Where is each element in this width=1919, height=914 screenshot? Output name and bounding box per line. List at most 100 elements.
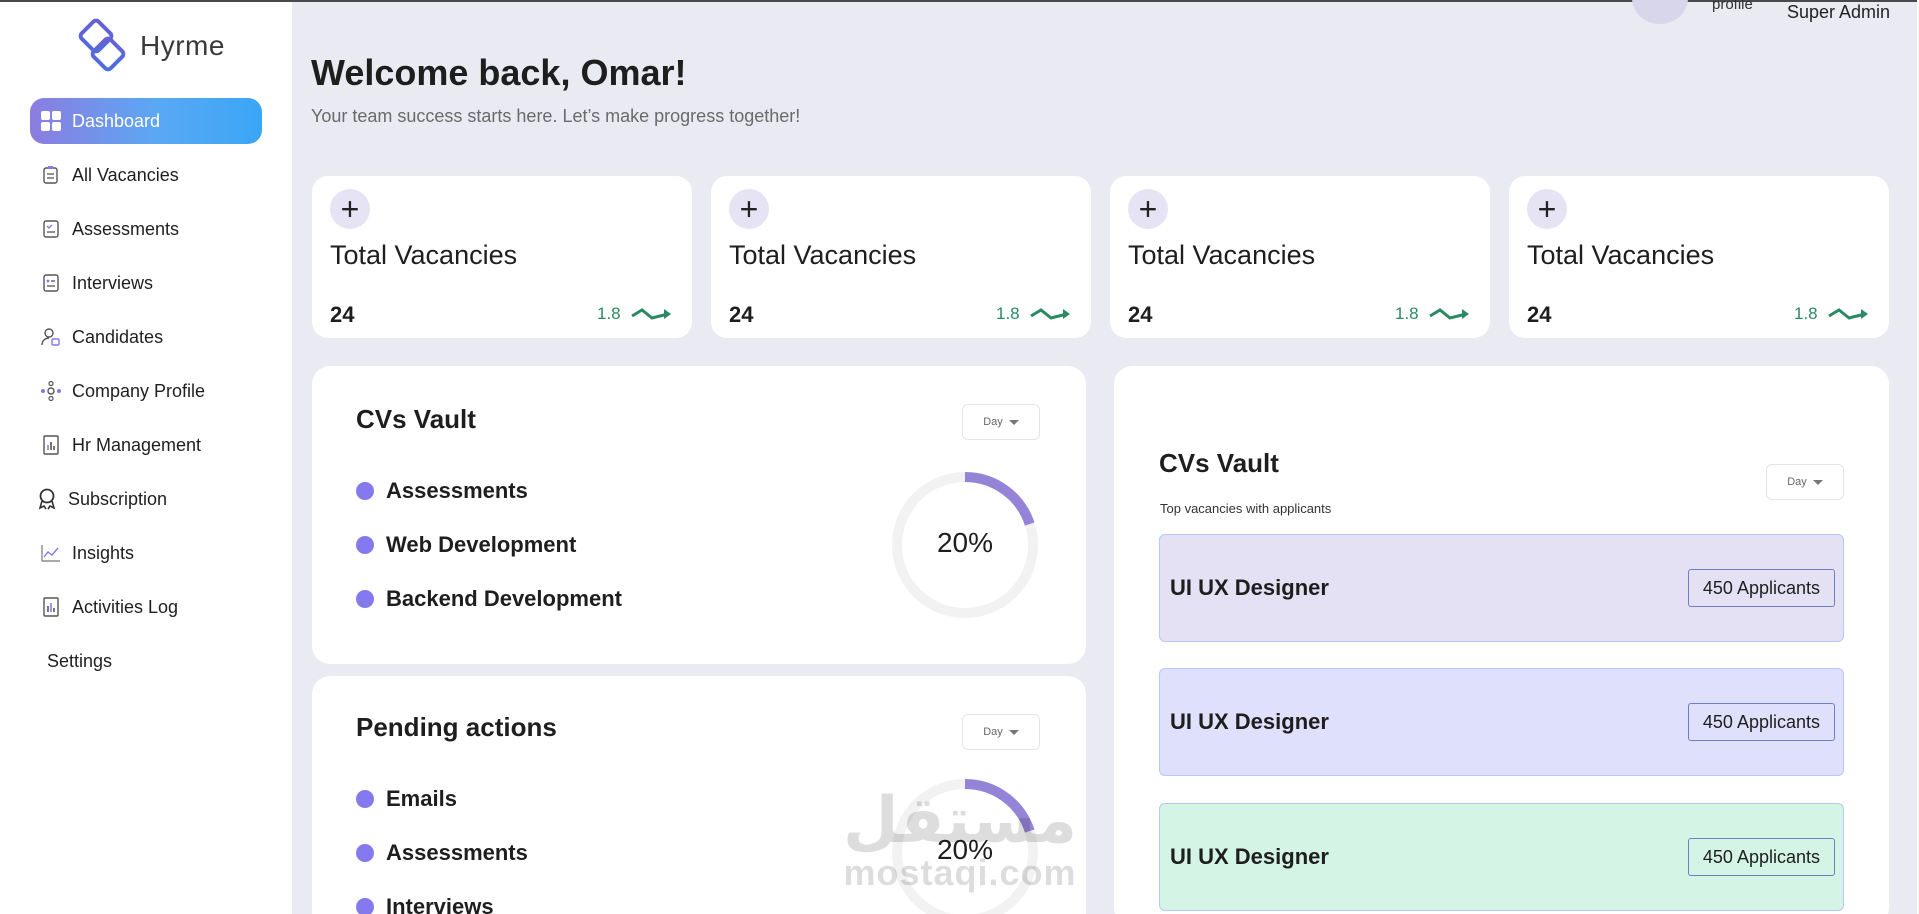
legend-item: Web Development <box>356 532 576 558</box>
period-dropdown[interactable]: Day <box>962 714 1040 750</box>
sidebar-item-label: Candidates <box>72 326 164 347</box>
sidebar-item-dashboard[interactable]: Dashboard <box>30 98 262 144</box>
stat-card[interactable]: + Total Vacancies 24 1.8 <box>312 176 692 338</box>
stat-value: 24 <box>1527 302 1552 327</box>
plus-icon[interactable]: + <box>330 189 370 229</box>
sidebar-item-label: Activities Log <box>72 596 179 617</box>
trend-up-icon <box>631 308 671 320</box>
sidebar-item-assessments[interactable]: Assessments <box>0 206 292 252</box>
trend-up-icon <box>1828 308 1868 320</box>
legend-item: Interviews <box>356 894 494 914</box>
sidebar-item-label: All Vacancies <box>72 164 179 185</box>
sidebar-item-subscription[interactable]: Subscription <box>0 476 292 522</box>
stat-title: Total Vacancies <box>729 240 917 270</box>
period-dropdown[interactable]: Day <box>1766 464 1844 500</box>
sidebar-item-label: Settings <box>47 650 113 671</box>
sidebar-item-all-vacancies[interactable]: All Vacancies <box>0 152 292 198</box>
watermark: مستقل mostaqi.com <box>842 788 1078 894</box>
sidebar-item-interviews[interactable]: Interviews <box>0 260 292 306</box>
vacancy-title: UI UX Designer <box>1170 844 1329 869</box>
sidebar-item-company-profile[interactable]: Company Profile <box>0 368 292 414</box>
caret-down-icon <box>1008 419 1019 425</box>
legend-label: Emails <box>386 786 457 811</box>
top-vacancies-panel: CVs Vault Top vacancies with applicants … <box>1114 366 1889 914</box>
checklist-icon <box>40 218 62 240</box>
user-lock-icon <box>40 326 62 348</box>
stat-card[interactable]: + Total Vacancies 24 1.8 <box>1509 176 1889 338</box>
progress-arc <box>892 779 1038 914</box>
sidebar-item-label: Insights <box>72 542 135 563</box>
legend-label: Backend Development <box>386 586 622 611</box>
brand-logo[interactable]: Hyrme <box>76 18 225 73</box>
dashboard-icon <box>40 110 62 132</box>
progress-label: 20% <box>936 834 994 865</box>
dot-icon <box>356 482 374 500</box>
legend-item: Emails <box>356 786 457 812</box>
sidebar-item-label: Company Profile <box>72 380 206 401</box>
vacancy-title: UI UX Designer <box>1170 709 1329 734</box>
applicants-badge[interactable]: 450 Applicants <box>1687 838 1835 876</box>
sidebar-item-label: Subscription <box>68 488 168 509</box>
dropdown-value: Day <box>1787 476 1807 488</box>
applicants-badge[interactable]: 450 Applicants <box>1687 703 1835 741</box>
clipboard-icon <box>40 164 62 186</box>
vacancy-row[interactable]: UI UX Designer 450 Applicants <box>1159 668 1844 776</box>
sidebar-item-activities-log[interactable]: Activities Log <box>0 584 292 630</box>
sidebar-item-settings[interactable]: Settings <box>0 638 292 684</box>
stat-card[interactable]: + Total Vacancies 24 1.8 <box>1110 176 1490 338</box>
stat-value: 24 <box>330 302 355 327</box>
vacancy-row[interactable]: UI UX Designer 450 Applicants <box>1159 534 1844 642</box>
dot-icon <box>356 898 374 914</box>
plus-icon[interactable]: + <box>1527 189 1567 229</box>
sidebar-item-hr-management[interactable]: Hr Management <box>0 422 292 468</box>
panel-title: CVs Vault <box>356 404 476 434</box>
notification-bell-icon[interactable] <box>1632 0 1688 24</box>
panel-title: CVs Vault <box>1159 448 1279 478</box>
network-icon <box>40 380 62 402</box>
sidebar-item-label: Interviews <box>72 272 154 293</box>
legend-label: Assessments <box>386 478 528 503</box>
applicants-badge[interactable]: 450 Applicants <box>1687 569 1835 607</box>
plus-icon[interactable]: + <box>729 189 769 229</box>
period-dropdown[interactable]: Day <box>962 404 1040 440</box>
vacancy-row[interactable]: UI UX Designer 450 Applicants <box>1159 803 1844 911</box>
panel-subtitle: Top vacancies with applicants <box>1160 501 1332 516</box>
stat-title: Total Vacancies <box>1128 240 1316 270</box>
hyrme-logo-icon <box>78 18 126 72</box>
main-content: profile Super Admin Welcome back, Omar! … <box>292 0 1919 914</box>
profile-link[interactable]: profile <box>1712 0 1753 13</box>
page-title: Welcome back, Omar! <box>311 52 687 93</box>
sidebar-item-label: Dashboard <box>72 110 161 131</box>
stat-title: Total Vacancies <box>330 240 518 270</box>
stat-card[interactable]: + Total Vacancies 24 1.8 <box>711 176 1091 338</box>
stat-change: 1.8 <box>996 304 1020 323</box>
dropdown-value: Day <box>983 416 1003 428</box>
watermark-latin: mostaqi.com <box>843 852 1077 893</box>
stat-change: 1.8 <box>1794 304 1818 323</box>
legend-item: Assessments <box>356 478 528 504</box>
progress-arc <box>892 472 1038 618</box>
stat-change: 1.8 <box>597 304 621 323</box>
progress-donut <box>892 779 1038 914</box>
sidebar-item-candidates[interactable]: Candidates <box>0 314 292 360</box>
sidebar-item-label: Hr Management <box>72 434 202 455</box>
stat-value: 24 <box>729 302 754 327</box>
legend-label: Assessments <box>386 840 528 865</box>
sidebar-nav: Dashboard All Vacancies Assessments Inte… <box>0 98 292 692</box>
user-role[interactable]: Super Admin <box>1787 2 1891 22</box>
dot-icon <box>356 536 374 554</box>
right-edge <box>1917 0 1919 914</box>
stat-title: Total Vacancies <box>1527 240 1715 270</box>
award-icon <box>36 488 58 510</box>
legend-item: Backend Development <box>356 586 622 612</box>
dot-icon <box>356 790 374 808</box>
plus-icon[interactable]: + <box>1128 189 1168 229</box>
dropdown-value: Day <box>983 726 1003 738</box>
stat-change: 1.8 <box>1395 304 1419 323</box>
trend-up-icon <box>1030 308 1070 320</box>
sidebar: Hyrme Dashboard All Vacancies Assessment… <box>0 2 292 914</box>
sidebar-item-insights[interactable]: Insights <box>0 530 292 576</box>
brand-name: Hyrme <box>140 29 225 61</box>
legend-label: Web Development <box>386 532 577 557</box>
